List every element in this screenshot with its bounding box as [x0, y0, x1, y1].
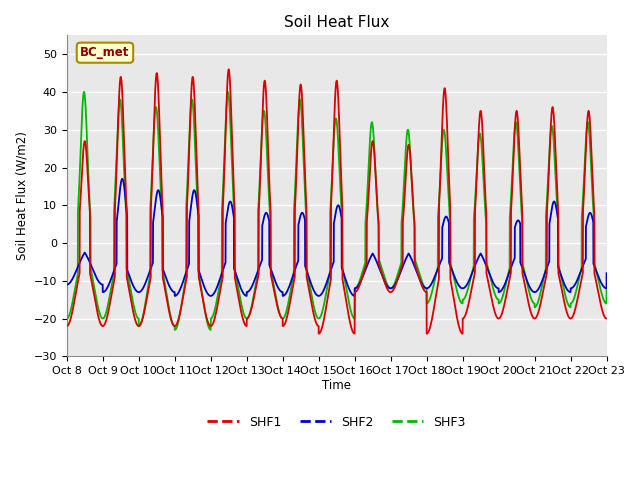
SHF3: [80, 89, 88, 95]
SHF1: [319, 324, 326, 329]
SHF2: [319, 290, 326, 296]
Line: SHF1: SHF1: [67, 69, 607, 334]
Title: Soil Heat Flux: Soil Heat Flux: [284, 15, 389, 30]
SHF2: [246, 287, 254, 292]
SHF1: [246, 310, 254, 316]
Line: SHF3: SHF3: [67, 92, 607, 330]
SHF3: [319, 309, 326, 314]
SHF2: [171, 293, 179, 299]
SHF3: [603, 286, 611, 291]
X-axis label: Time: Time: [322, 379, 351, 392]
SHF1: [225, 66, 232, 72]
SHF1: [580, 190, 588, 195]
SHF3: [63, 316, 70, 322]
SHF3: [573, 283, 581, 289]
SHF1: [603, 316, 611, 322]
SHF3: [246, 309, 254, 314]
SHF3: [458, 300, 465, 306]
SHF2: [473, 259, 481, 264]
SHF1: [458, 330, 465, 336]
Text: BC_met: BC_met: [80, 46, 130, 59]
SHF1: [63, 323, 70, 329]
SHF2: [63, 282, 70, 288]
SHF2: [603, 270, 611, 276]
SHF2: [458, 285, 465, 291]
SHF1: [573, 297, 581, 303]
Line: SHF2: SHF2: [67, 179, 607, 296]
SHF3: [473, 168, 481, 174]
Y-axis label: Soil Heat Flux (W/m2): Soil Heat Flux (W/m2): [15, 132, 28, 260]
SHF2: [573, 277, 581, 283]
SHF3: [580, 175, 588, 180]
SHF3: [171, 327, 179, 333]
SHF2: [580, 260, 588, 266]
SHF1: [459, 331, 467, 336]
SHF1: [473, 175, 481, 180]
Legend: SHF1, SHF2, SHF3: SHF1, SHF2, SHF3: [202, 411, 471, 434]
SHF2: [118, 176, 126, 182]
